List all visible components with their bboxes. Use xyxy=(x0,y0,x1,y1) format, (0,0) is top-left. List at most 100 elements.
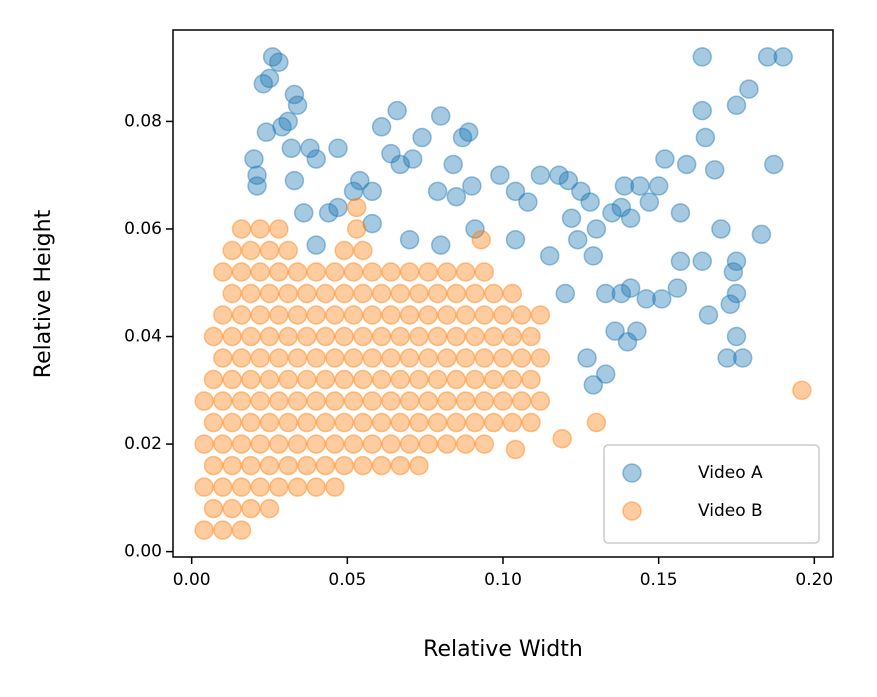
point xyxy=(241,498,261,519)
point xyxy=(552,428,572,449)
point xyxy=(287,262,308,282)
point xyxy=(306,262,326,282)
point xyxy=(571,181,591,202)
point xyxy=(362,213,382,234)
point xyxy=(427,181,448,202)
point xyxy=(343,348,364,368)
point xyxy=(353,283,373,304)
point xyxy=(726,326,747,347)
point xyxy=(241,369,261,390)
point xyxy=(474,348,495,368)
point xyxy=(278,412,298,433)
point xyxy=(692,251,712,271)
point xyxy=(253,74,274,94)
point xyxy=(325,477,345,497)
point xyxy=(278,369,298,390)
point xyxy=(667,278,688,298)
point xyxy=(343,262,364,282)
point xyxy=(269,434,289,454)
point xyxy=(427,326,448,347)
point xyxy=(259,412,280,433)
point xyxy=(306,348,326,368)
point xyxy=(704,160,725,180)
y-tick-label: 0.08 xyxy=(124,111,162,131)
point xyxy=(287,477,308,497)
point xyxy=(586,412,607,433)
point xyxy=(465,412,485,433)
point xyxy=(409,455,429,476)
point xyxy=(346,197,367,218)
point xyxy=(328,197,348,218)
point xyxy=(278,283,298,304)
point xyxy=(437,391,457,411)
point xyxy=(241,326,261,347)
point xyxy=(443,154,463,175)
point xyxy=(247,165,267,185)
point xyxy=(194,520,214,540)
point xyxy=(502,326,523,347)
point xyxy=(455,262,476,282)
point xyxy=(222,326,242,347)
legend-label: Video B xyxy=(698,501,763,521)
point xyxy=(430,106,451,126)
point xyxy=(306,391,326,411)
point xyxy=(269,348,289,368)
point xyxy=(739,79,759,99)
point xyxy=(343,181,364,202)
x-tick-label: 0.05 xyxy=(328,570,366,590)
point xyxy=(250,434,270,454)
point xyxy=(269,391,289,411)
point xyxy=(474,262,495,282)
point xyxy=(577,348,597,368)
point xyxy=(353,369,373,390)
point xyxy=(259,240,280,261)
point xyxy=(555,283,576,304)
point xyxy=(474,391,495,411)
point xyxy=(676,154,697,175)
point xyxy=(493,391,513,411)
point xyxy=(586,219,607,239)
point xyxy=(287,305,308,325)
point xyxy=(427,412,448,433)
point xyxy=(325,391,345,411)
legend-label: Video A xyxy=(698,463,763,483)
point xyxy=(446,412,467,433)
point xyxy=(213,305,233,325)
point xyxy=(213,477,233,497)
point xyxy=(409,326,429,347)
point xyxy=(639,192,660,212)
point xyxy=(222,283,242,304)
point xyxy=(306,477,326,497)
point xyxy=(222,369,242,390)
point xyxy=(297,326,317,347)
point xyxy=(493,348,513,368)
point xyxy=(269,477,289,497)
point xyxy=(315,369,336,390)
point xyxy=(371,326,392,347)
point xyxy=(583,246,604,266)
point xyxy=(269,52,289,73)
point xyxy=(387,100,407,121)
point xyxy=(278,455,298,476)
point xyxy=(430,235,451,255)
point xyxy=(362,181,382,202)
point xyxy=(334,369,354,390)
point xyxy=(334,326,354,347)
point xyxy=(465,283,485,304)
point xyxy=(611,197,632,218)
point xyxy=(732,348,753,368)
point xyxy=(455,305,476,325)
point xyxy=(343,434,364,454)
point xyxy=(483,326,504,347)
point xyxy=(362,348,382,368)
point xyxy=(231,391,252,411)
plot-area xyxy=(194,47,812,540)
point xyxy=(723,262,744,282)
point xyxy=(726,283,747,304)
point xyxy=(792,380,812,401)
point xyxy=(231,219,252,239)
point xyxy=(381,434,401,454)
point xyxy=(284,170,305,191)
point xyxy=(315,326,336,347)
point xyxy=(465,219,485,239)
